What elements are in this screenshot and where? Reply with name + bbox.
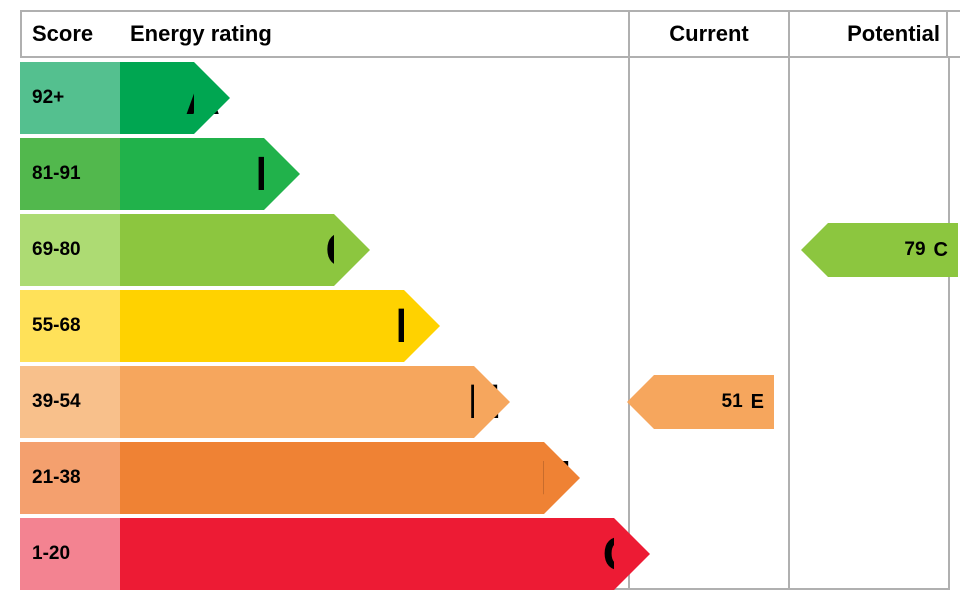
rating-bar-b: B [120, 138, 264, 210]
divider-potential [788, 58, 790, 590]
score-range-b: 81-91 [20, 138, 120, 210]
header-score: Score [20, 12, 120, 56]
rating-bar-f: F [120, 442, 544, 514]
rating-letter-e: E [468, 375, 500, 430]
score-range-e: 39-54 [20, 366, 120, 438]
potential-marker-letter: C [934, 239, 948, 262]
band-row-g: 1-20G [20, 518, 614, 590]
band-row-e: 39-54E [20, 366, 474, 438]
band-row-b: 81-91B [20, 138, 264, 210]
divider-current [628, 58, 630, 590]
score-range-g: 1-20 [20, 518, 120, 590]
band-row-c: 69-80C [20, 214, 334, 286]
score-range-f: 21-38 [20, 442, 120, 514]
band-row-d: 55-68D [20, 290, 404, 362]
band-row-f: 21-38F [20, 442, 544, 514]
potential-marker: 79 C [828, 223, 958, 277]
rating-letter-f: F [541, 451, 570, 506]
rating-bar-e: E [120, 366, 474, 438]
rating-bar-a: A [120, 62, 194, 134]
rating-bar-c: C [120, 214, 334, 286]
chart-body: 92+A81-91B69-80C55-68D39-54E21-38F1-20G5… [20, 58, 960, 590]
band-row-a: 92+A [20, 62, 194, 134]
rating-letter-d: D [395, 299, 430, 354]
header-row: Score Energy rating Current Potential [20, 10, 960, 58]
score-range-c: 69-80 [20, 214, 120, 286]
rating-bar-g: G [120, 518, 614, 590]
rating-letter-b: B [255, 147, 290, 202]
rating-letter-c: C [325, 223, 360, 278]
rating-letter-a: A [185, 71, 220, 126]
header-rating: Energy rating [120, 12, 628, 56]
energy-rating-chart: Score Energy rating Current Potential 92… [20, 10, 960, 590]
score-range-a: 92+ [20, 62, 120, 134]
current-marker: 51 E [654, 375, 774, 429]
rating-bar-d: D [120, 290, 404, 362]
header-potential: Potential [788, 12, 948, 56]
potential-marker-score: 79 [904, 239, 925, 261]
current-marker-letter: E [751, 391, 764, 414]
score-range-d: 55-68 [20, 290, 120, 362]
rating-letter-g: G [603, 527, 640, 582]
divider-right [948, 58, 950, 590]
current-marker-score: 51 [722, 391, 743, 413]
header-current: Current [628, 12, 788, 56]
